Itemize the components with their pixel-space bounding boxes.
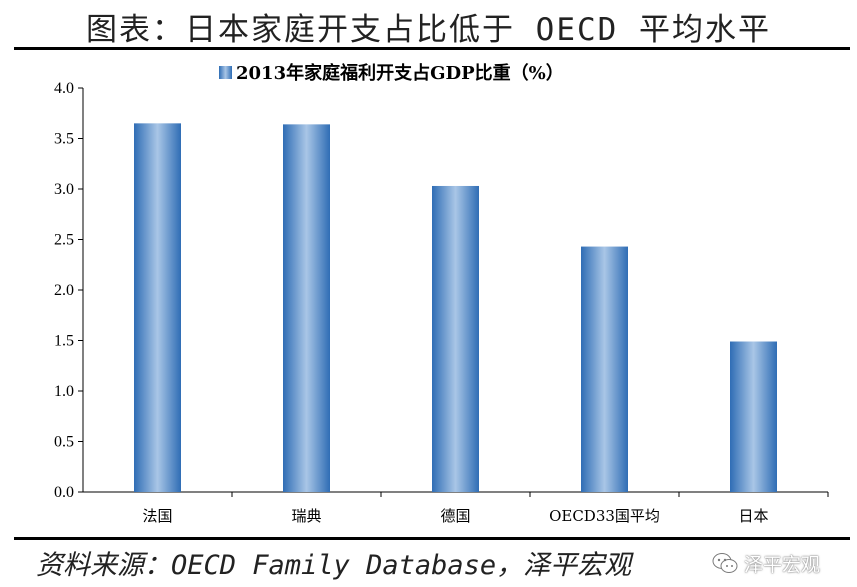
- x-tick-label: 德国: [440, 507, 470, 525]
- x-tick-label: 法国: [142, 507, 172, 525]
- y-tick-label: 2.0: [54, 282, 74, 299]
- watermark: 泽平宏观: [712, 548, 820, 578]
- x-tick-label: OECD33国平均: [549, 507, 660, 525]
- y-tick-label: 3.0: [54, 181, 74, 198]
- y-tick-label: 1.0: [54, 383, 74, 400]
- bar: [134, 123, 181, 492]
- bar: [432, 185, 479, 492]
- y-tick-label: 3.5: [54, 131, 74, 148]
- y-tick-label: 0.5: [54, 434, 74, 451]
- legend-swatch: [219, 66, 232, 79]
- y-tick-label: 4.0: [54, 80, 74, 97]
- bar: [730, 341, 777, 492]
- source-rule: [14, 537, 850, 540]
- legend-label: 2013年家庭福利开支占GDP比重（%）: [236, 62, 564, 84]
- y-tick-label: 2.5: [54, 232, 74, 249]
- bar: [581, 246, 628, 492]
- x-tick-label: 日本: [738, 507, 768, 525]
- x-tick-label: 瑞典: [291, 507, 321, 525]
- y-tick-label: 1.5: [54, 333, 74, 350]
- source-note: 资料来源：OECD Family Database，泽平宏观: [36, 550, 632, 581]
- title-rule: [14, 47, 850, 50]
- watermark-text: 泽平宏观: [744, 553, 821, 576]
- page-title: 图表：日本家庭开支占比低于 OECD 平均水平: [86, 12, 771, 48]
- bar: [283, 124, 330, 493]
- wechat-icon: [712, 553, 738, 573]
- y-tick-label: 0.0: [54, 484, 74, 501]
- chart-legend: 2013年家庭福利开支占GDP比重（%）: [219, 62, 564, 84]
